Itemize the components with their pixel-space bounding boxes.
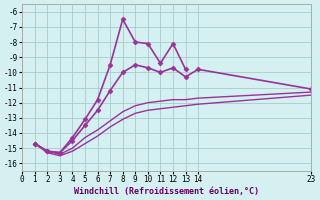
X-axis label: Windchill (Refroidissement éolien,°C): Windchill (Refroidissement éolien,°C)	[74, 187, 259, 196]
